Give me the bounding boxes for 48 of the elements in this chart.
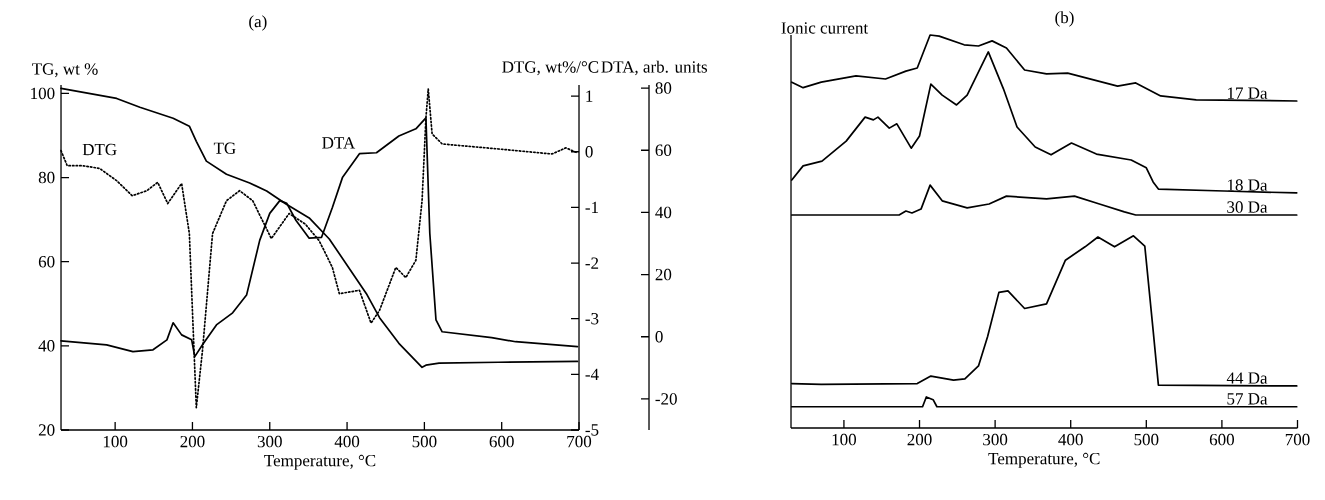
y-tick-label: 20: [38, 424, 55, 436]
x-tick-label: 400: [334, 435, 360, 448]
x-axis-title: Temperature, °C: [264, 454, 376, 470]
y3-tick-label: 40: [655, 206, 672, 219]
series-label: 17 Da: [1227, 87, 1268, 99]
x-tick-label: 600: [1209, 433, 1235, 446]
x-tick-label: 200: [180, 435, 205, 448]
y-axis-title: Ionic current: [781, 22, 869, 34]
chart-title: (a): [249, 15, 267, 31]
series-label: DTG: [82, 143, 117, 156]
x-tick-label: 200: [907, 433, 932, 446]
x-tick-label: 500: [1134, 433, 1159, 446]
y2-tick-label: -2: [585, 257, 599, 269]
series-label: 18 Da: [1227, 179, 1268, 191]
series-label: 30 Da: [1227, 201, 1268, 213]
y3-tick-label: 20: [655, 268, 672, 281]
y2-tick-label: -1: [585, 201, 599, 214]
y3-tick-label: 0: [655, 331, 663, 343]
y2-tick-label: -5: [585, 424, 599, 436]
series-label: TG: [213, 142, 236, 154]
series-label: 44 Da: [1226, 372, 1268, 384]
y-tick-label: 80: [38, 171, 55, 184]
y-axis-title: TG, wt %: [32, 63, 98, 78]
x-axis-title: Temperature, °C: [988, 452, 1100, 468]
y2-tick-label: 1: [586, 90, 593, 102]
series-label: DTA: [322, 137, 356, 149]
x-tick-label: 100: [832, 433, 857, 446]
y3-tick-label: 80: [655, 82, 672, 94]
y2-tick-label: -4: [585, 368, 599, 380]
y-tick-label: 40: [38, 340, 55, 352]
y3-tick-label: 60: [655, 144, 672, 157]
y2-tick-label: 0: [585, 146, 593, 158]
y-tick-label: 100: [31, 87, 55, 100]
chart-title: (b): [1055, 11, 1074, 27]
x-tick-label: 300: [983, 433, 1008, 446]
y3-axis-title: DTA, arb. units: [601, 60, 708, 76]
x-tick-label: 500: [412, 435, 437, 448]
y-tick-label: 60: [38, 255, 55, 268]
x-tick-label: 300: [257, 435, 282, 448]
x-tick-label: 600: [489, 435, 514, 448]
x-tick-label: 700: [1285, 433, 1310, 446]
x-tick-label: 100: [103, 435, 128, 448]
y3-tick-label: -20: [655, 393, 677, 405]
y2-tick-label: -3: [585, 312, 599, 325]
y2-axis-title: DTG, wt%/°C: [502, 61, 599, 76]
series-label: 57 Da: [1227, 393, 1268, 405]
x-tick-label: 400: [1058, 433, 1083, 446]
x-tick-label: 700: [567, 435, 592, 448]
